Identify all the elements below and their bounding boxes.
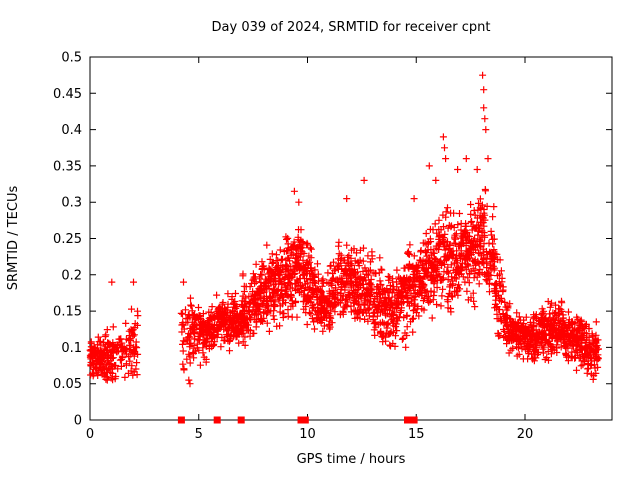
x-tick-label: 20 [517, 427, 534, 442]
zero-marker-square [177, 416, 185, 424]
zero-markers [177, 416, 418, 424]
x-tick-label: 15 [408, 427, 425, 442]
zero-marker-square [404, 416, 411, 424]
data-points [86, 71, 602, 388]
y-tick-label: 0.4 [61, 123, 82, 138]
y-tick-label: 0 [74, 414, 82, 429]
zero-marker-square [237, 416, 245, 424]
x-tick-label: 10 [299, 427, 316, 442]
plot-border [89, 56, 613, 421]
y-tick-label: 0.1 [61, 341, 82, 356]
y-tick-label: 0.05 [53, 377, 82, 392]
zero-marker-square [213, 416, 221, 424]
x-axis-label: GPS time / hours [297, 452, 406, 467]
y-tick-label: 0.25 [53, 232, 82, 247]
y-tick-label: 0.2 [61, 268, 82, 283]
chart-title: Day 039 of 2024, SRMTID for receiver cpn… [212, 20, 491, 35]
plot-area: 0 5 10 15 20 0 0.05 0.1 0.15 0.2 0.25 0.3 0.35 0.4 0.4… [53, 51, 613, 442]
axis-ticks [89, 56, 612, 421]
y-axis-label: SRMTID / TECUs [6, 186, 21, 291]
x-tick-label: 0 [86, 427, 94, 442]
zero-marker-square [301, 416, 309, 424]
x-tick-label: 5 [195, 427, 203, 442]
zero-marker-square [410, 416, 418, 424]
y-tick-label: 0.35 [53, 159, 82, 174]
y-tick-label: 0.15 [53, 305, 82, 320]
zero-marker-square [297, 416, 305, 424]
y-tick-label: 0.45 [53, 87, 82, 102]
y-tick-label: 0.5 [61, 51, 82, 66]
y-tick-label: 0.3 [61, 196, 82, 211]
